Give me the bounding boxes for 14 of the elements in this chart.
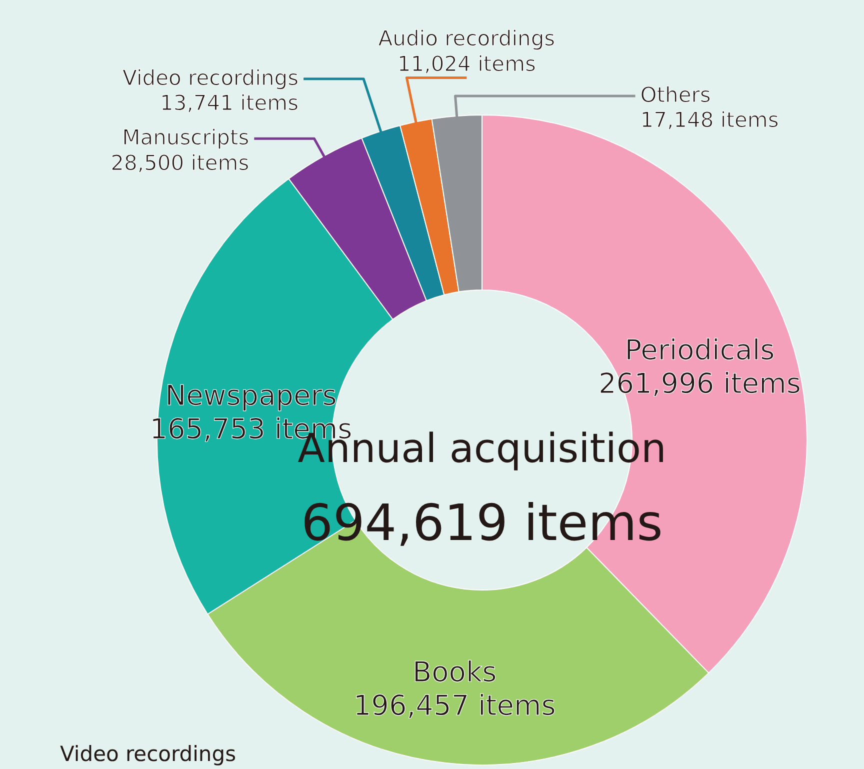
slice-label: Audio recordings xyxy=(378,26,556,51)
data-label: 13,741 items xyxy=(160,91,299,116)
slice-label: Video recordings xyxy=(122,66,299,90)
data-label: 261,996 items xyxy=(598,367,801,400)
slice-label: Manuscripts xyxy=(122,126,250,150)
slice-label: Others xyxy=(640,83,711,108)
data-label: 11,024 items xyxy=(397,52,536,76)
data-label: 196,457 items xyxy=(353,689,556,722)
slice-label: Books xyxy=(412,655,497,688)
slice-label: Periodicals xyxy=(624,334,775,367)
slice-label: Newspapers xyxy=(165,378,337,412)
text: Video recordings xyxy=(60,742,236,766)
data-label: 17,148 items xyxy=(640,108,779,132)
data-label: 28,500 items xyxy=(110,150,250,175)
